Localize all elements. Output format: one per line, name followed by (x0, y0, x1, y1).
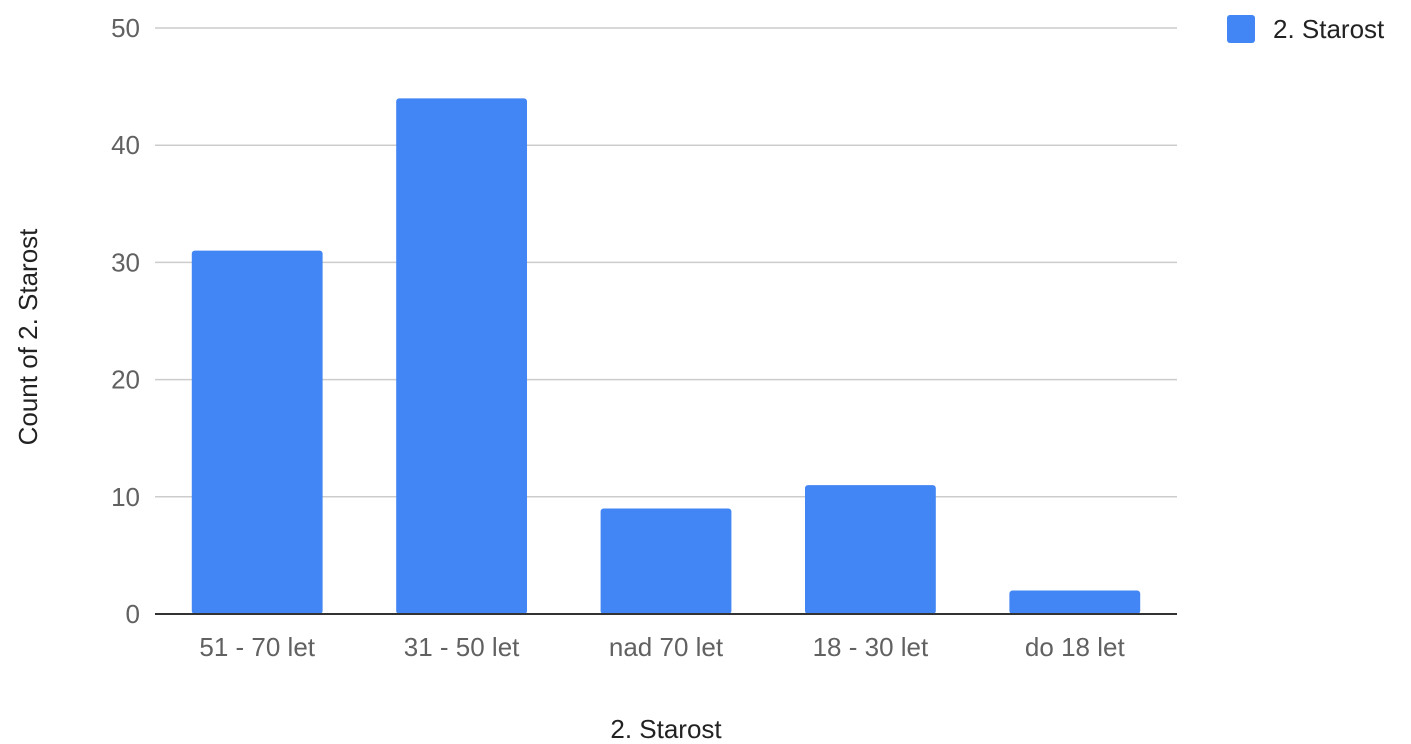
x-axis-ticks: 51 - 70 let 31 - 50 let nad 70 let 18 - 30 … (199, 632, 1125, 662)
y-axis-ticks: 0 10 20 30 40 50 (111, 13, 140, 629)
legend-swatch (1227, 15, 1255, 43)
bar-1[interactable] (396, 98, 528, 614)
y-tick-label: 0 (126, 599, 140, 629)
legend[interactable]: 2. Starost (1227, 14, 1385, 44)
y-tick-label: 10 (111, 482, 140, 512)
y-tick-label: 40 (111, 130, 140, 160)
x-tick-label: do 18 let (1025, 632, 1126, 662)
x-tick-label: 51 - 70 let (199, 632, 315, 662)
bar-4[interactable] (1009, 590, 1141, 614)
x-tick-label: 18 - 30 let (813, 632, 929, 662)
y-tick-label: 50 (111, 13, 140, 43)
y-tick-label: 30 (111, 247, 140, 277)
bar-0[interactable] (191, 250, 323, 614)
y-tick-label: 20 (111, 365, 140, 395)
x-tick-label: nad 70 let (609, 632, 724, 662)
y-axis-title: Count of 2. Starost (13, 228, 43, 446)
legend-label: 2. Starost (1273, 14, 1385, 44)
bar-3[interactable] (804, 485, 936, 614)
bar-2[interactable] (600, 508, 732, 614)
bars (191, 98, 1141, 614)
x-tick-label: 31 - 50 let (404, 632, 520, 662)
gridlines (155, 27, 1177, 498)
x-axis-title: 2. Starost (610, 714, 722, 744)
